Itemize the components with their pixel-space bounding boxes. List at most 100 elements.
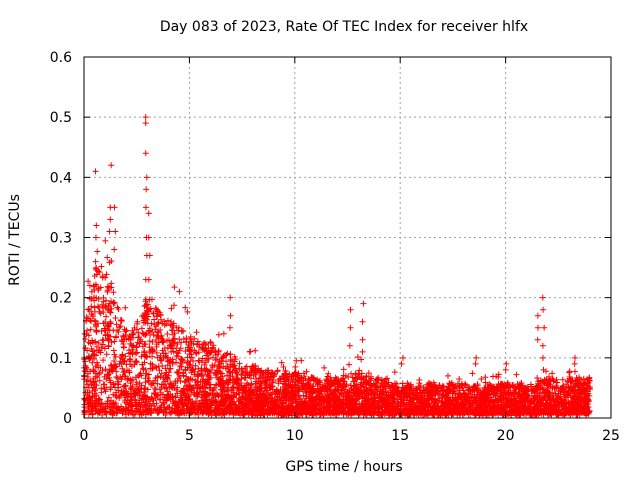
data-point <box>96 371 103 378</box>
data-point <box>355 386 362 393</box>
data-point <box>496 409 503 416</box>
data-point <box>98 263 105 270</box>
data-point <box>358 356 365 363</box>
data-point <box>103 313 110 320</box>
data-point <box>200 344 207 351</box>
data-point <box>456 391 463 398</box>
data-point <box>570 395 577 402</box>
data-point <box>192 382 199 389</box>
data-point <box>533 392 540 399</box>
data-point <box>198 365 205 372</box>
data-point <box>303 389 310 396</box>
data-point <box>111 299 118 306</box>
data-point <box>123 400 130 407</box>
data-point <box>550 378 557 385</box>
data-point <box>170 320 177 327</box>
data-point <box>482 374 489 381</box>
data-point <box>242 395 249 402</box>
data-point <box>330 390 337 397</box>
data-point <box>100 320 107 327</box>
data-point <box>154 321 161 328</box>
data-point <box>451 389 458 396</box>
data-point <box>164 388 171 395</box>
data-point <box>127 376 134 383</box>
data-point <box>263 396 270 403</box>
data-point <box>418 397 425 404</box>
data-point <box>246 348 253 355</box>
data-point <box>178 409 185 416</box>
data-point <box>213 406 220 413</box>
data-point <box>190 357 197 364</box>
data-point <box>93 343 100 350</box>
data-point <box>114 304 121 311</box>
data-point <box>240 403 247 410</box>
data-point <box>107 409 114 416</box>
data-point <box>417 382 424 389</box>
data-point <box>182 348 189 355</box>
data-point <box>182 378 189 385</box>
data-point <box>476 394 483 401</box>
data-point <box>504 379 511 386</box>
data-point <box>138 386 145 393</box>
data-point <box>402 409 409 416</box>
data-point <box>153 364 160 371</box>
data-point <box>254 386 261 393</box>
data-point <box>367 381 374 388</box>
data-point <box>142 367 149 374</box>
data-point <box>283 385 290 392</box>
data-point <box>235 387 242 394</box>
data-point <box>395 392 402 399</box>
data-point <box>162 350 169 357</box>
data-point <box>301 399 308 406</box>
data-point <box>416 386 423 393</box>
data-point <box>133 358 140 365</box>
data-point <box>236 365 243 372</box>
data-point <box>107 309 114 316</box>
data-point <box>106 367 113 374</box>
data-point <box>446 380 453 387</box>
data-point <box>99 367 106 374</box>
data-point <box>493 397 500 404</box>
data-point <box>212 369 219 376</box>
data-point <box>159 363 166 370</box>
data-point <box>112 353 119 360</box>
data-point <box>572 390 579 397</box>
data-point <box>292 363 299 370</box>
data-point <box>492 410 499 417</box>
data-point <box>238 400 245 407</box>
data-point <box>103 351 110 358</box>
data-point <box>554 379 561 386</box>
data-point <box>108 339 115 346</box>
data-point <box>162 365 169 372</box>
data-point <box>306 384 313 391</box>
data-point <box>303 393 310 400</box>
data-point <box>85 278 92 285</box>
data-point <box>174 390 181 397</box>
data-point <box>289 379 296 386</box>
data-point <box>167 365 174 372</box>
data-point <box>299 385 306 392</box>
data-point <box>557 385 564 392</box>
data-point <box>147 305 154 312</box>
data-point <box>273 410 280 417</box>
data-point <box>192 362 199 369</box>
data-point <box>476 402 483 409</box>
data-point <box>196 358 203 365</box>
data-point <box>101 345 108 352</box>
data-point <box>345 410 352 417</box>
data-point <box>160 410 167 417</box>
data-point <box>258 401 265 408</box>
data-point <box>175 398 182 405</box>
data-point <box>186 347 193 354</box>
data-point <box>421 389 428 396</box>
data-point <box>227 376 234 383</box>
data-point <box>181 410 188 417</box>
data-point <box>127 385 134 392</box>
data-point <box>277 376 284 383</box>
data-point <box>171 284 178 291</box>
data-point <box>173 359 180 366</box>
data-point <box>336 408 343 415</box>
data-point <box>286 371 293 378</box>
data-point <box>153 392 160 399</box>
